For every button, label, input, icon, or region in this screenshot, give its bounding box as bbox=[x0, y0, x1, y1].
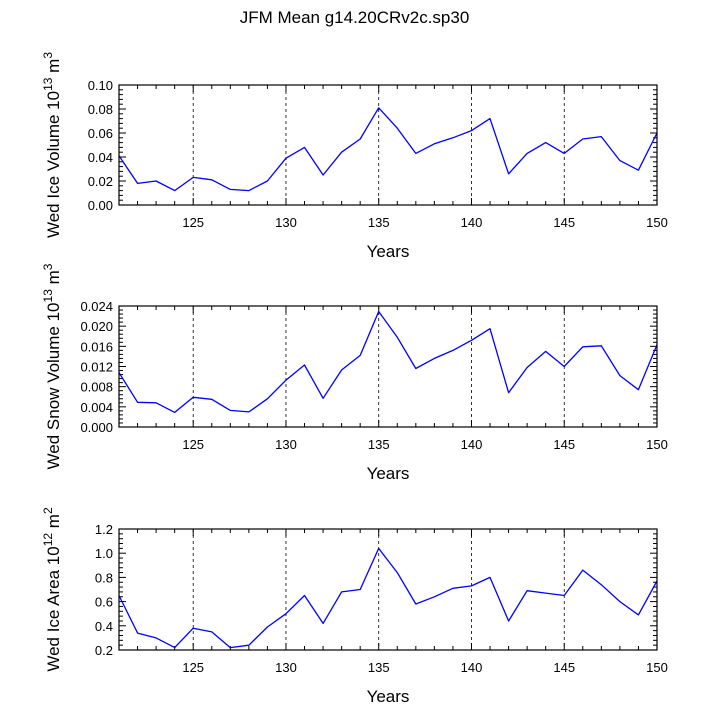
y-axis-title-unit: m bbox=[44, 59, 63, 78]
y-tick-label: 0.00 bbox=[88, 198, 113, 213]
y-tick-label: 0.016 bbox=[80, 339, 113, 354]
y-axis-title-exponent: 13 bbox=[41, 289, 55, 303]
y-tick-label: 0.024 bbox=[80, 299, 113, 314]
plot-frame bbox=[118, 528, 658, 651]
y-tick-label: 0.06 bbox=[88, 126, 113, 141]
y-tick-label: 1.0 bbox=[95, 546, 113, 561]
x-tick-label: 125 bbox=[182, 660, 204, 675]
y-axis-title-unit-exponent: 3 bbox=[41, 263, 55, 270]
y-tick-label: 0.8 bbox=[95, 570, 113, 585]
x-axis-title: Years bbox=[367, 242, 410, 261]
y-axis-title-unit: m bbox=[44, 514, 63, 533]
y-tick-label: 0.004 bbox=[80, 400, 113, 415]
plot-frame bbox=[118, 305, 658, 428]
y-tick-label: 1.2 bbox=[95, 522, 113, 537]
x-tick-label: 140 bbox=[461, 660, 483, 675]
y-tick-label: 0.012 bbox=[80, 360, 113, 375]
x-tick-label: 130 bbox=[275, 660, 297, 675]
x-tick-label: 130 bbox=[275, 437, 297, 452]
y-tick-label: 0.6 bbox=[95, 595, 113, 610]
y-axis-title-text: Wed Ice Volume 10 bbox=[44, 91, 63, 238]
y-tick-label: 0.4 bbox=[95, 619, 113, 634]
x-tick-label: 150 bbox=[646, 437, 668, 452]
y-axis-title: Wed Ice Volume 1013 m3 bbox=[41, 52, 63, 238]
y-tick-label: 0.10 bbox=[88, 78, 113, 93]
x-tick-label: 135 bbox=[368, 437, 390, 452]
y-axis-title-exponent: 12 bbox=[41, 533, 55, 547]
x-tick-label: 145 bbox=[553, 215, 575, 230]
y-axis-title-text: Wed Ice Area 10 bbox=[44, 546, 63, 671]
x-tick-label: 145 bbox=[553, 437, 575, 452]
series-line bbox=[118, 310, 658, 414]
x-tick-label: 140 bbox=[461, 437, 483, 452]
x-tick-label: 150 bbox=[646, 660, 668, 675]
plot-frame bbox=[118, 84, 658, 206]
y-axis-title-text: Wed Snow Volume 10 bbox=[44, 302, 63, 469]
y-axis-title-unit-exponent: 3 bbox=[41, 52, 55, 59]
y-tick-label: 0.000 bbox=[80, 420, 113, 435]
y-tick-label: 0.008 bbox=[80, 380, 113, 395]
x-tick-label: 125 bbox=[182, 215, 204, 230]
x-tick-label: 150 bbox=[646, 215, 668, 230]
y-tick-label: 0.04 bbox=[88, 150, 113, 165]
x-tick-label: 140 bbox=[461, 215, 483, 230]
x-tick-label: 135 bbox=[368, 215, 390, 230]
series-line bbox=[118, 547, 658, 649]
y-tick-label: 0.02 bbox=[88, 174, 113, 189]
y-tick-label: 0.2 bbox=[95, 643, 113, 658]
series-line bbox=[118, 107, 658, 192]
x-tick-label: 125 bbox=[182, 437, 204, 452]
chart-panel-1: 125 130 135 140 145 150 0.00 0.02 0.04 0.06 0.08 0.… bbox=[41, 52, 668, 261]
y-tick-label: 0.020 bbox=[80, 319, 113, 334]
y-axis-title-unit-exponent: 2 bbox=[41, 507, 55, 514]
y-axis-title-unit: m bbox=[44, 270, 63, 289]
y-axis-title: Wed Snow Volume 1013 m3 bbox=[41, 263, 63, 469]
x-tick-label: 130 bbox=[275, 215, 297, 230]
chart-title: JFM Mean g14.20CRv2c.sp30 bbox=[239, 8, 470, 27]
y-tick-label: 0.08 bbox=[88, 102, 113, 117]
chart-panel-3: 125 130 135 140 145 150 0.2 0.4 0.6 0.8 1.0 1.2 Year… bbox=[41, 507, 668, 706]
y-axis-title-exponent: 13 bbox=[41, 77, 55, 91]
y-axis-title: Wed Ice Area 1012 m2 bbox=[41, 507, 63, 672]
x-tick-label: 135 bbox=[368, 660, 390, 675]
chart-panel-2: 125 130 135 140 145 150 0.000 0.004 0.008 0.012 0.… bbox=[41, 263, 668, 483]
x-tick-label: 145 bbox=[553, 660, 575, 675]
x-axis-title: Years bbox=[367, 464, 410, 483]
x-axis-title: Years bbox=[367, 687, 410, 706]
